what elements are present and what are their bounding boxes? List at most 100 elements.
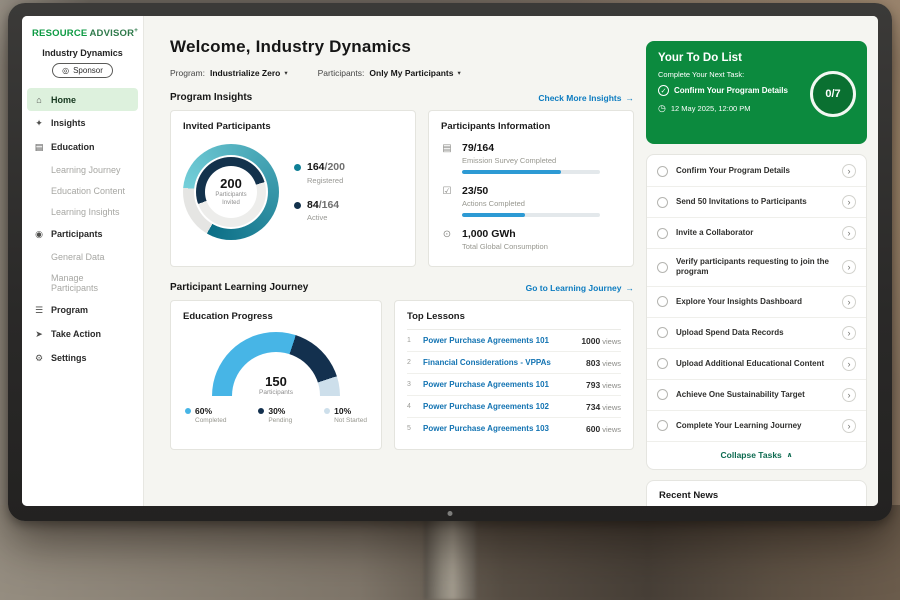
- task-checkbox[interactable]: [657, 296, 668, 308]
- invited-card-body: 200 Participants Invited 164/200 Registe…: [183, 144, 403, 240]
- todo-title: Your To Do List: [658, 52, 742, 64]
- chevron-right-icon[interactable]: ›: [842, 325, 856, 340]
- sidebar-item-participants[interactable]: ◉ Participants: [22, 222, 143, 246]
- legend-value: 30%: [268, 406, 286, 416]
- task-checkbox[interactable]: [657, 389, 668, 401]
- lesson-link[interactable]: Power Purchase Agreements 101: [423, 336, 549, 345]
- chevron-right-icon[interactable]: ›: [842, 294, 856, 309]
- invited-participants-card: Invited Participants 200 Participants In…: [170, 110, 416, 267]
- legend-value: 164: [307, 160, 325, 173]
- sidebar-nav: ⌂ Home ✦ Insights ▤ Education Learning J…: [22, 88, 143, 506]
- legend-total: /200: [324, 160, 345, 173]
- lesson-views-count: 803: [586, 357, 601, 368]
- webcam-dot: [447, 511, 453, 516]
- task-checkbox[interactable]: [657, 261, 668, 273]
- lesson-rank: 5: [407, 425, 411, 432]
- sidebar-item-take-action[interactable]: ➤ Take Action: [22, 322, 143, 346]
- nav-label: General Data: [51, 251, 105, 262]
- sponsor-button[interactable]: ◎ Sponsor: [52, 63, 113, 79]
- card-title: Education Progress: [183, 311, 273, 322]
- task-checkbox[interactable]: [657, 227, 668, 239]
- lesson-link[interactable]: Financial Considerations - VPPAs: [423, 358, 551, 367]
- chevron-down-icon: ▾: [284, 70, 288, 77]
- chevron-glyph: ›: [847, 358, 851, 369]
- go-to-learning-journey-link[interactable]: Go to Learning Journey →: [526, 283, 634, 293]
- learning-journey-header: Participant Learning Journey Go to Learn…: [170, 282, 634, 293]
- chevron-right-icon[interactable]: ›: [842, 387, 856, 402]
- lesson-views-unit: views: [602, 402, 621, 412]
- participants-filter-label: Participants:: [317, 68, 365, 78]
- sidebar-item-learning-journey[interactable]: Learning Journey: [22, 159, 143, 180]
- task-row[interactable]: Upload Spend Data Records ›: [647, 318, 866, 349]
- info-label: Emission Survey Completed: [462, 156, 557, 165]
- task-checkbox[interactable]: [657, 420, 668, 432]
- nav-label: Participants: [51, 229, 103, 240]
- program-filter[interactable]: Program: Industrialize Zero ▾: [170, 68, 288, 78]
- lesson-views-unit: views: [602, 336, 621, 346]
- task-row[interactable]: Complete Your Learning Journey ›: [647, 411, 866, 442]
- chevron-right-icon[interactable]: ›: [842, 418, 856, 433]
- sidebar-item-home[interactable]: ⌂ Home: [27, 88, 138, 112]
- todo-next-task[interactable]: ✓ Confirm Your Program Details: [658, 85, 810, 96]
- nav-label: Home: [51, 94, 77, 105]
- chevron-right-icon[interactable]: ›: [842, 226, 856, 240]
- info-value: 79/164: [462, 142, 495, 154]
- lesson-link[interactable]: Power Purchase Agreements 102: [423, 402, 549, 411]
- collapse-tasks-link[interactable]: Collapse Tasks ∧: [647, 442, 866, 468]
- lesson-link[interactable]: Power Purchase Agreements 103: [423, 424, 549, 433]
- sidebar-item-settings[interactable]: ⚙ Settings: [22, 346, 143, 370]
- task-checkbox[interactable]: [657, 327, 668, 339]
- task-row[interactable]: Upload Additional Educational Content ›: [647, 349, 866, 380]
- task-row[interactable]: Explore Your Insights Dashboard ›: [647, 287, 866, 318]
- chevron-right-icon[interactable]: ›: [842, 356, 856, 371]
- lesson-link[interactable]: Power Purchase Agreements 101: [423, 380, 549, 389]
- todo-progress-ring: 0/7: [810, 71, 856, 117]
- check-icon: ✓: [658, 85, 669, 96]
- link-label: Check More Insights: [538, 92, 622, 103]
- participants-filter[interactable]: Participants: Only My Participants ▾: [318, 68, 461, 78]
- chevron-right-icon[interactable]: ›: [842, 260, 856, 275]
- task-checkbox[interactable]: [657, 358, 668, 370]
- task-row[interactable]: Achieve One Sustainability Target ›: [647, 380, 866, 411]
- invited-legend: 164/200 Registered 84/164 Active: [294, 160, 345, 222]
- nav-label: Education: [51, 142, 95, 153]
- legend-dot: [324, 408, 331, 414]
- todo-subtitle: Complete Your Next Task:: [658, 70, 745, 79]
- sidebar-item-education[interactable]: ▤ Education: [22, 135, 143, 159]
- chevron-right-icon[interactable]: ›: [842, 164, 856, 178]
- legend-value: 60%: [195, 406, 213, 416]
- monitor-frame: RESOURCE ADVISOR+ Industry Dynamics ◎ Spo…: [8, 3, 892, 521]
- sidebar-item-learning-insights[interactable]: Learning Insights: [22, 201, 143, 222]
- sponsor-label: Sponsor: [73, 66, 103, 76]
- gauge-center-value: 150: [265, 374, 287, 389]
- sidebar-item-insights[interactable]: ✦ Insights: [22, 111, 143, 135]
- learning-cards-row: Education Progress 150 Participants: [170, 300, 634, 450]
- legend-dot: [258, 408, 265, 414]
- sidebar-item-program[interactable]: ☰ Program: [22, 298, 143, 322]
- lesson-views-count: 1000: [581, 335, 601, 346]
- sidebar-item-education-content[interactable]: Education Content: [22, 180, 143, 201]
- task-row[interactable]: Confirm Your Program Details ›: [647, 156, 866, 187]
- info-value: 1,000 GWh: [462, 228, 516, 240]
- invited-donut-chart: 200 Participants Invited: [183, 144, 279, 240]
- nav-label: Program: [51, 305, 89, 316]
- sponsor-badge-icon: ◎: [62, 66, 70, 76]
- nav-label: Insights: [51, 118, 86, 129]
- legend-pending: 30% Pending: [258, 406, 292, 424]
- check-more-insights-link[interactable]: Check More Insights →: [538, 93, 634, 103]
- info-label: Actions Completed: [462, 199, 525, 208]
- gauge-center: 150 Participants: [212, 375, 340, 396]
- sidebar-item-general-data[interactable]: General Data: [22, 246, 143, 267]
- task-row[interactable]: Verify participants requesting to join t…: [647, 249, 866, 287]
- chevron-right-icon[interactable]: ›: [842, 195, 856, 209]
- legend-completed: 60% Completed: [185, 406, 226, 424]
- task-checkbox[interactable]: [657, 196, 668, 208]
- sidebar-item-manage-participants[interactable]: Manage Participants: [22, 267, 143, 298]
- donut-center: 200 Participants Invited: [205, 166, 257, 218]
- todo-summary-card: Your To Do List Complete Your Next Task:…: [646, 41, 867, 144]
- task-row[interactable]: Send 50 Invitations to Participants ›: [647, 187, 866, 218]
- task-checkbox[interactable]: [657, 165, 668, 177]
- task-label: Upload Additional Educational Content: [676, 358, 825, 368]
- link-label: Go to Learning Journey: [525, 282, 622, 293]
- task-row[interactable]: Invite a Collaborator ›: [647, 218, 866, 249]
